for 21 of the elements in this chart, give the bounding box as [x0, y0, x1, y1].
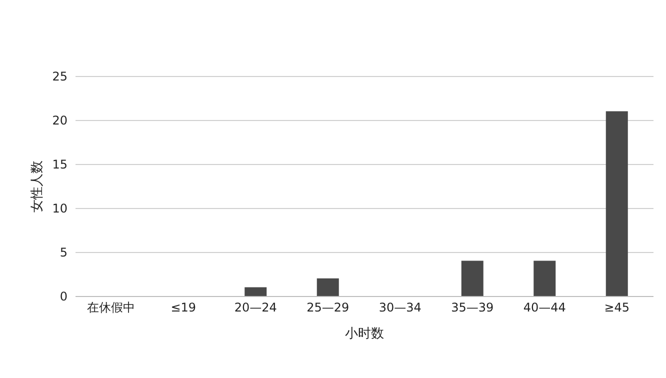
y-axis-title: 女性人数 — [30, 160, 46, 212]
x-tick-label: ≤19 — [170, 300, 196, 314]
bar — [606, 111, 628, 296]
x-tick-label: 20—24 — [234, 300, 277, 314]
bar — [316, 278, 339, 296]
y-tick-label: 10 — [52, 202, 68, 216]
x-tick-label: 在休假中 — [87, 300, 136, 314]
bar — [244, 287, 267, 296]
x-tick-label: 25—29 — [306, 300, 350, 314]
y-tick-label: 0 — [60, 290, 68, 304]
x-axis-title: 小时数 — [345, 326, 384, 342]
bar — [534, 260, 556, 296]
x-tick-label: 35—39 — [451, 300, 494, 314]
y-tick-label: 25 — [52, 70, 68, 84]
y-tick-label: 15 — [52, 158, 68, 172]
x-tick-label: 40—44 — [523, 300, 566, 314]
y-tick-label: 5 — [60, 246, 68, 260]
bar — [461, 260, 484, 296]
x-tick-label: ≥45 — [604, 300, 630, 314]
x-tick-label: 30—34 — [378, 300, 422, 314]
y-tick-label: 20 — [52, 114, 68, 128]
